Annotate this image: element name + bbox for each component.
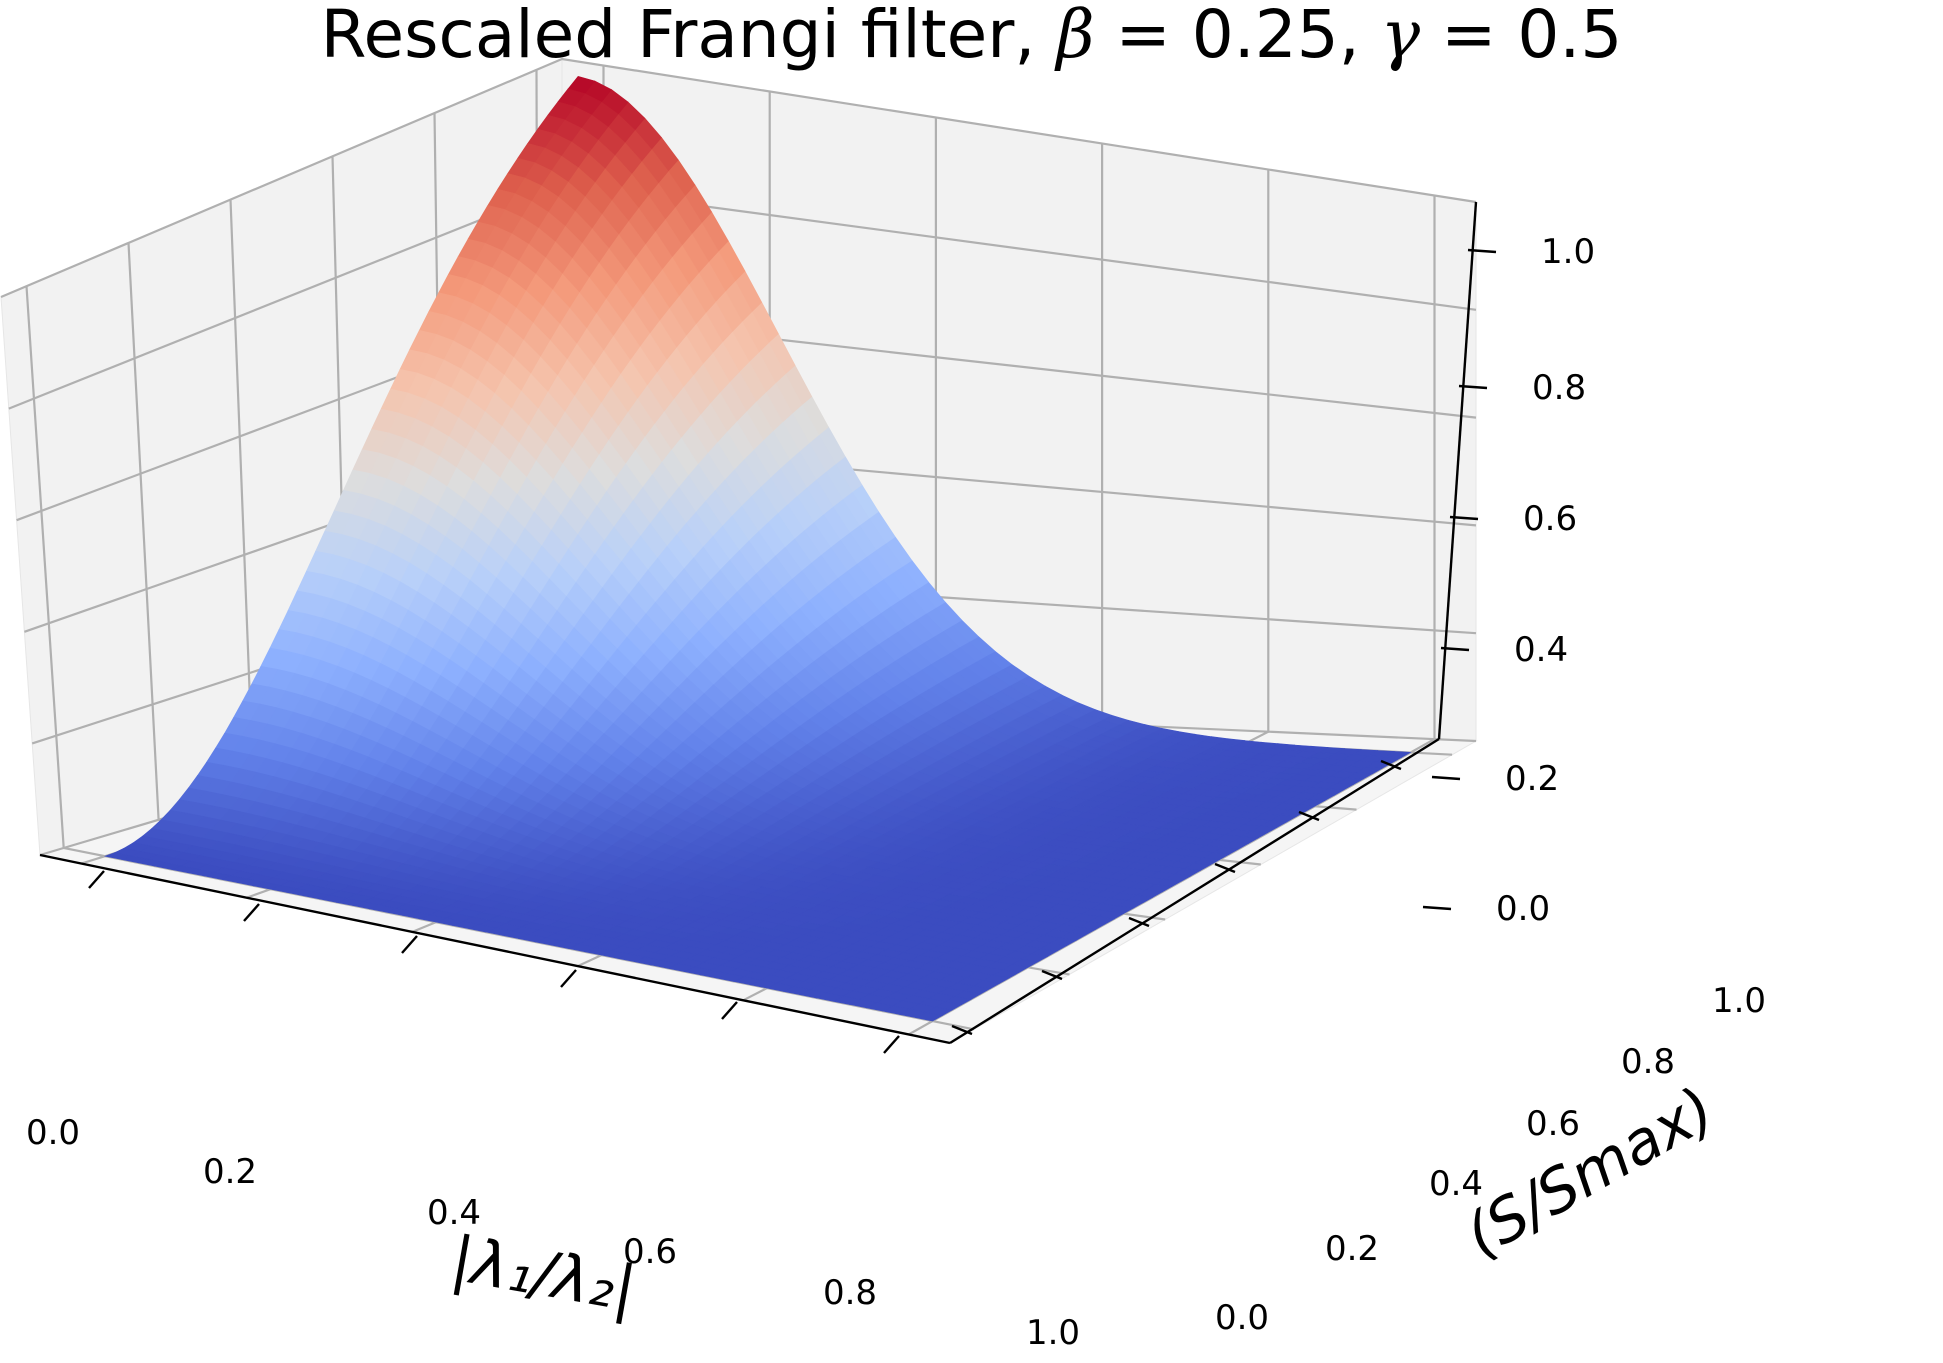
x-tick bbox=[88, 870, 105, 889]
surface-mesh bbox=[103, 76, 1412, 1022]
x-tick-label: 0.2 bbox=[203, 1152, 257, 1192]
x-tick-label: 0.6 bbox=[623, 1232, 677, 1272]
x-tick-label: 0.8 bbox=[823, 1273, 877, 1313]
z-gridline bbox=[0, 57, 1477, 299]
y-tick-label: 0.8 bbox=[1621, 1042, 1675, 1082]
y-tick-label: 1.0 bbox=[1712, 981, 1766, 1021]
y-tick-label: 0.0 bbox=[1215, 1298, 1269, 1338]
z-tick bbox=[1431, 775, 1461, 781]
y-tick bbox=[1298, 810, 1320, 822]
x-tick bbox=[560, 969, 577, 988]
z-tick-label: 0.6 bbox=[1523, 499, 1577, 539]
y-axis-label: (S/Smax) bbox=[1454, 1074, 1726, 1272]
y-axis-line bbox=[949, 737, 1440, 1045]
z-tick bbox=[1458, 384, 1488, 390]
x-tick-label: 0.0 bbox=[26, 1113, 80, 1153]
x-tick bbox=[721, 1001, 738, 1020]
x-axis-label: |λ₁/λ₂| bbox=[446, 1222, 642, 1327]
z-tick bbox=[1467, 248, 1497, 254]
y-tick bbox=[951, 1024, 973, 1036]
x-axis-line bbox=[39, 853, 951, 1045]
y-tick bbox=[1128, 916, 1150, 928]
x-tick-label: 0.4 bbox=[427, 1193, 481, 1233]
chart-title: Rescaled Frangi filter, β = 0.25, γ = 0.… bbox=[320, 0, 1623, 73]
y-tick bbox=[1041, 969, 1063, 981]
x-tick-label: 1.0 bbox=[1026, 1313, 1080, 1353]
y-tick bbox=[1214, 862, 1236, 874]
surface-facet bbox=[103, 852, 133, 860]
z-tick-label: 0.4 bbox=[1514, 630, 1568, 670]
z-tick-label: 1.0 bbox=[1541, 232, 1595, 272]
z-tick-label: 0.8 bbox=[1532, 368, 1586, 408]
y-tick-label: 0.4 bbox=[1429, 1164, 1483, 1204]
x-tick bbox=[883, 1035, 900, 1054]
z-tick bbox=[1440, 646, 1470, 652]
z-tick bbox=[1449, 515, 1479, 521]
y-tick-label: 0.6 bbox=[1526, 1104, 1580, 1144]
x-tick bbox=[243, 903, 260, 922]
tick-labels: 0.0 0.2 0.4 0.6 0.8 1.0 0.0 0.2 0.4 0.6 0.8 1.0 0.0 0… bbox=[26, 232, 1766, 1353]
z-tick-label: 0.2 bbox=[1505, 759, 1559, 799]
x-tick bbox=[401, 935, 418, 954]
z-tick-label: 0.0 bbox=[1496, 889, 1550, 929]
z-tick bbox=[1422, 905, 1452, 911]
y-tick bbox=[1380, 759, 1402, 771]
y-tick-label: 0.2 bbox=[1325, 1229, 1379, 1269]
